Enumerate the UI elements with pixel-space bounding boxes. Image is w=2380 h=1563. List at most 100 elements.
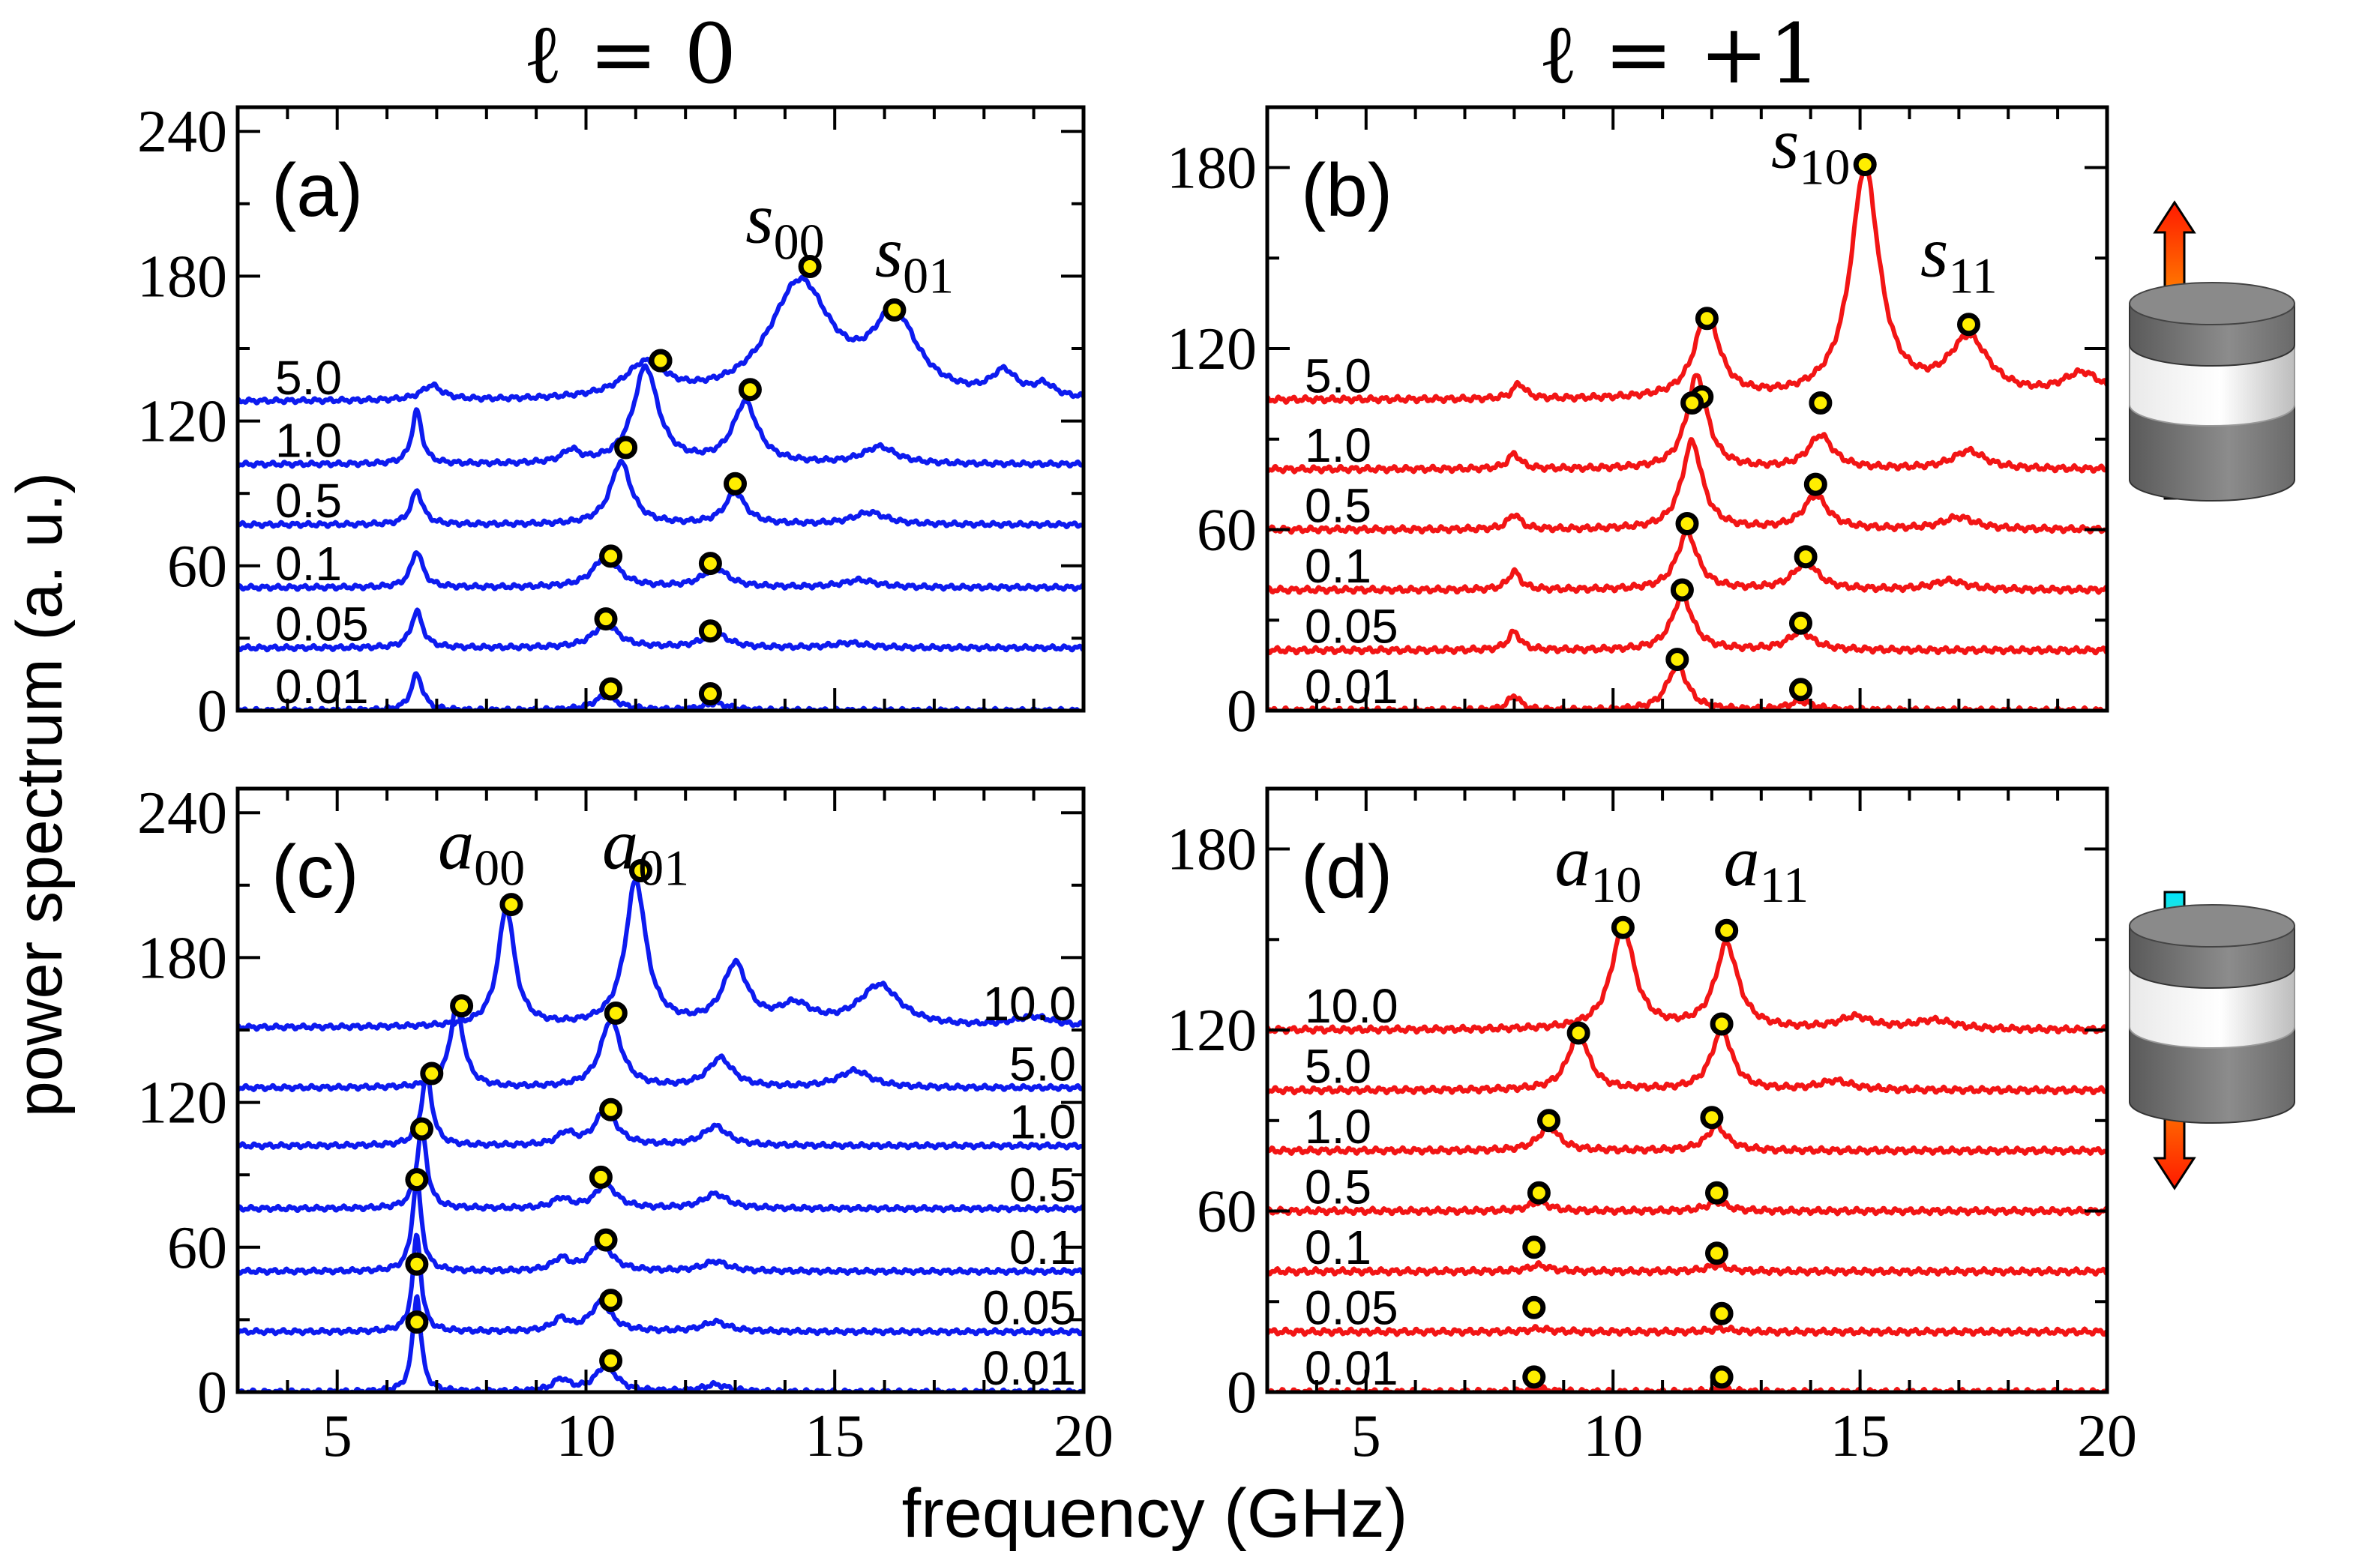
peak-marker-0.05-1 xyxy=(1789,611,1812,635)
peak-marker-5.0-0 xyxy=(1566,1021,1590,1045)
x-tick-label-20: 20 xyxy=(1054,1403,1114,1469)
peak-marker-0.01-1 xyxy=(698,682,722,705)
x-axis-label: frequency (GHz) xyxy=(902,1475,1408,1552)
y-tick-label-120: 120 xyxy=(137,389,227,455)
peak-marker-0.1-0 xyxy=(405,1168,429,1192)
plot-frame xyxy=(1265,786,2109,1394)
peak-annotation-a10: a10 xyxy=(1554,821,1641,913)
peak-marker-0.05-1 xyxy=(698,619,722,643)
series-line-1.0 xyxy=(1267,1121,2107,1156)
plot-frame xyxy=(235,786,1086,1394)
peak-marker-0.01-0 xyxy=(1665,648,1689,672)
peak-marker-0.5-0 xyxy=(1527,1181,1551,1205)
curve-label-0.1: 0.1 xyxy=(1305,1220,1371,1274)
icons-group xyxy=(2129,200,2295,1190)
curve-label-0.05: 0.05 xyxy=(1305,1281,1398,1335)
curve-label-0.01: 0.01 xyxy=(275,660,369,714)
peak-annotation-s11: s11 xyxy=(1920,211,1998,304)
peak-marker-1.0-1 xyxy=(1700,1106,1724,1130)
peak-marker-5.0-1 xyxy=(1853,153,1877,176)
peak-marker-0.1-1 xyxy=(1705,1241,1728,1265)
peak-marker-5.0-0 xyxy=(1695,307,1719,331)
col-title-right: ℓ = +1 xyxy=(1539,6,1821,102)
peak-marker-1.0-1 xyxy=(738,378,762,402)
peak-marker-0.01-1 xyxy=(1789,678,1812,702)
curve-label-5.0: 5.0 xyxy=(1305,1040,1371,1094)
series-line-10.0 xyxy=(238,878,1084,1032)
peak-marker-1.0-0 xyxy=(420,1061,444,1085)
curve-label-0.1: 0.1 xyxy=(1305,539,1371,593)
y-tick-label-180: 180 xyxy=(137,925,227,991)
curve-label-0.05: 0.05 xyxy=(1305,600,1398,654)
panel-a: 5.0 1.0 0.5 0.1 0.05 0.01 0 60 120 180 240 (a) s00 s0… xyxy=(137,99,1086,744)
y-tick-label-60: 60 xyxy=(1197,498,1257,564)
curve-label-5.0: 5.0 xyxy=(1009,1037,1076,1091)
series-line-0.5 xyxy=(1267,437,2107,535)
series-line-5.0 xyxy=(238,274,1084,406)
series-line-0.05 xyxy=(1267,1324,2107,1337)
peak-marker-10.0-0 xyxy=(1611,915,1635,939)
curve-label-0.5: 0.5 xyxy=(1009,1157,1076,1211)
y-tick-label-120: 120 xyxy=(137,1070,227,1136)
peak-marker-0.05-0 xyxy=(1522,1295,1546,1319)
col-title-left: ℓ = 0 xyxy=(523,6,737,102)
peak-marker-0.01-1 xyxy=(599,1349,623,1373)
curve-label-0.5: 0.5 xyxy=(1305,479,1371,533)
plot-frame xyxy=(1265,105,2109,713)
peak-marker-0.05-0 xyxy=(405,1252,429,1276)
peak-marker-0.1-1 xyxy=(698,552,722,576)
curve-label-5.0: 5.0 xyxy=(1305,349,1371,403)
series-line-0.01 xyxy=(238,1294,1084,1392)
y-tick-label-180: 180 xyxy=(1167,817,1257,883)
peak-marker-10.0-1 xyxy=(1715,918,1739,942)
cylinder-up-arrow-icon xyxy=(2129,200,2295,502)
curve-label-0.05: 0.05 xyxy=(982,1281,1076,1335)
panel-label: (c) xyxy=(271,830,359,914)
curve-label-0.01: 0.01 xyxy=(1305,660,1398,714)
series-line-5.0 xyxy=(1267,1024,2107,1096)
peak-marker-0.5-0 xyxy=(410,1117,433,1141)
panel-b: 5.0 1.0 0.5 0.1 0.05 0.01 0 60 120 180 (b) s10 s11 xyxy=(1167,103,2109,744)
series-line-10.0 xyxy=(1267,923,2107,1035)
peak-marker-0.01-0 xyxy=(599,677,623,701)
curve-label-0.01: 0.01 xyxy=(982,1341,1076,1395)
panel-d: 10.0 5.0 1.0 0.5 0.1 0.05 0.01 5 10 15 20 0 60 120 180… xyxy=(1167,786,2137,1469)
series-line-0.5 xyxy=(1267,1197,2107,1217)
series-line-0.05 xyxy=(238,607,1084,653)
series-line-0.5 xyxy=(238,1124,1084,1214)
peak-marker-10.0-1 xyxy=(629,859,652,882)
y-tick-label-60: 60 xyxy=(1197,1179,1257,1245)
peak-marker-1.0-0 xyxy=(1537,1109,1560,1133)
curve-label-1.0: 1.0 xyxy=(1305,418,1371,472)
x-tick-label-5: 5 xyxy=(1351,1403,1381,1469)
panel-label: (d) xyxy=(1301,830,1392,914)
series-line-0.1 xyxy=(238,1175,1084,1276)
peak-annotation-a00: a00 xyxy=(438,804,525,896)
peak-marker-0.01-0 xyxy=(405,1310,429,1334)
cylinder-down-arrow-icon xyxy=(2129,891,2295,1190)
x-tick-label-10: 10 xyxy=(1583,1403,1643,1469)
y-tick-label-0: 0 xyxy=(197,678,227,744)
peak-marker-0.5-1 xyxy=(589,1165,613,1189)
peak-marker-0.5-1 xyxy=(1705,1181,1728,1205)
peak-marker-0.5-0 xyxy=(614,436,638,460)
y-tick-label-0: 0 xyxy=(1227,678,1257,744)
peak-marker-0.1-0 xyxy=(1522,1235,1546,1259)
peak-marker-0.05-0 xyxy=(594,607,618,631)
series-line-5.0 xyxy=(1267,163,2107,405)
curve-label-10.0: 10.0 xyxy=(982,977,1076,1031)
series-line-0.05 xyxy=(238,1232,1084,1337)
curve-label-0.05: 0.05 xyxy=(275,597,369,651)
peak-marker-1.0-1 xyxy=(1809,391,1833,415)
curve-label-0.1: 0.1 xyxy=(275,537,342,591)
curves xyxy=(238,878,1084,1392)
panel-c: 10.05.01.00.50.10.050.015 10 15 20060120180… xyxy=(137,780,1114,1469)
x-tick-label-20: 20 xyxy=(2077,1403,2137,1469)
x-tick-label-15: 15 xyxy=(805,1403,865,1469)
series-line-0.5 xyxy=(238,458,1084,529)
peak-annotation-s10: s10 xyxy=(1771,103,1850,196)
peak-annotation-s00: s00 xyxy=(745,178,824,270)
y-tick-label-240: 240 xyxy=(137,780,227,846)
peak-marker-5.0-1 xyxy=(604,1002,628,1025)
